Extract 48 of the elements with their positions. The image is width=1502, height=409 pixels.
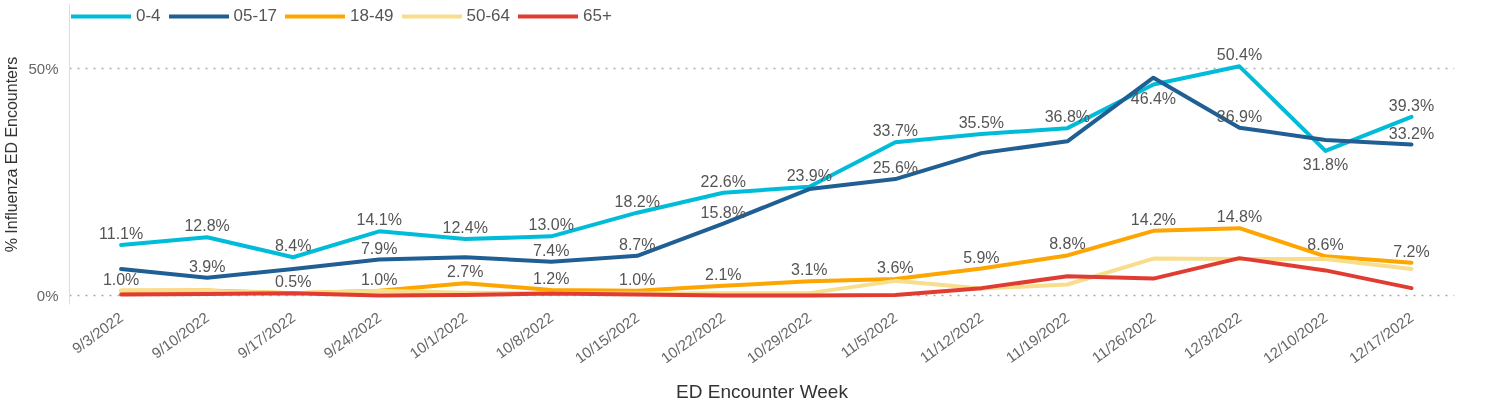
data-label: 13.0%: [528, 216, 574, 234]
data-label: 35.5%: [958, 114, 1005, 132]
data-label: 1.0%: [360, 270, 398, 288]
data-label: 1.2%: [533, 269, 570, 287]
data-label: 14.1%: [356, 211, 402, 229]
data-label: 3.9%: [188, 257, 226, 275]
data-label: 1.0%: [102, 270, 140, 288]
y-tick-label: 50%: [28, 59, 59, 77]
data-label: 23.9%: [786, 166, 833, 184]
data-label: 50.4%: [1216, 46, 1263, 64]
data-label: 7.9%: [360, 239, 398, 257]
data-label: 11.1%: [99, 224, 144, 242]
legend-label: 05-17: [233, 6, 278, 26]
data-label: 22.6%: [700, 172, 746, 190]
legend-label: 50-64: [466, 6, 511, 26]
data-label: 33.7%: [872, 122, 919, 140]
data-label: 5.9%: [963, 248, 1000, 266]
legend-label: 18-49: [350, 6, 394, 26]
data-label: 36.8%: [1044, 108, 1091, 126]
data-label: 3.6%: [877, 259, 914, 277]
data-label: 33.2%: [1388, 124, 1435, 142]
data-label: 12.8%: [184, 217, 230, 235]
data-label: 15.8%: [700, 203, 746, 221]
data-label: 2.1%: [705, 265, 742, 283]
y-axis-title: % Influenza ED Encounters: [3, 56, 21, 253]
legend-label: 65+: [583, 6, 612, 26]
data-label: 14.8%: [1216, 208, 1263, 226]
data-label: 1.0%: [619, 270, 656, 288]
legend-label: 0-4: [136, 6, 161, 26]
data-label: 7.2%: [1393, 242, 1430, 260]
data-label: 46.4%: [1130, 89, 1177, 107]
data-label: 8.6%: [1307, 236, 1344, 254]
data-label: 8.8%: [1049, 235, 1086, 253]
data-label: 8.7%: [619, 235, 656, 253]
data-label: 8.4%: [274, 237, 312, 255]
data-label: 18.2%: [614, 192, 660, 210]
x-axis-title: ED Encounter Week: [676, 381, 849, 403]
y-tick-label: 0%: [36, 286, 59, 304]
data-label: 25.6%: [872, 159, 919, 177]
data-label: 36.9%: [1216, 107, 1263, 125]
data-label: 2.7%: [446, 263, 484, 281]
data-label: 12.4%: [442, 219, 488, 237]
data-label: 31.8%: [1302, 155, 1349, 173]
data-label: 14.2%: [1130, 210, 1177, 228]
data-label: 0.5%: [274, 273, 312, 291]
data-label: 39.3%: [1388, 96, 1435, 114]
data-label: 3.1%: [791, 261, 828, 279]
data-label: 7.4%: [533, 241, 570, 259]
